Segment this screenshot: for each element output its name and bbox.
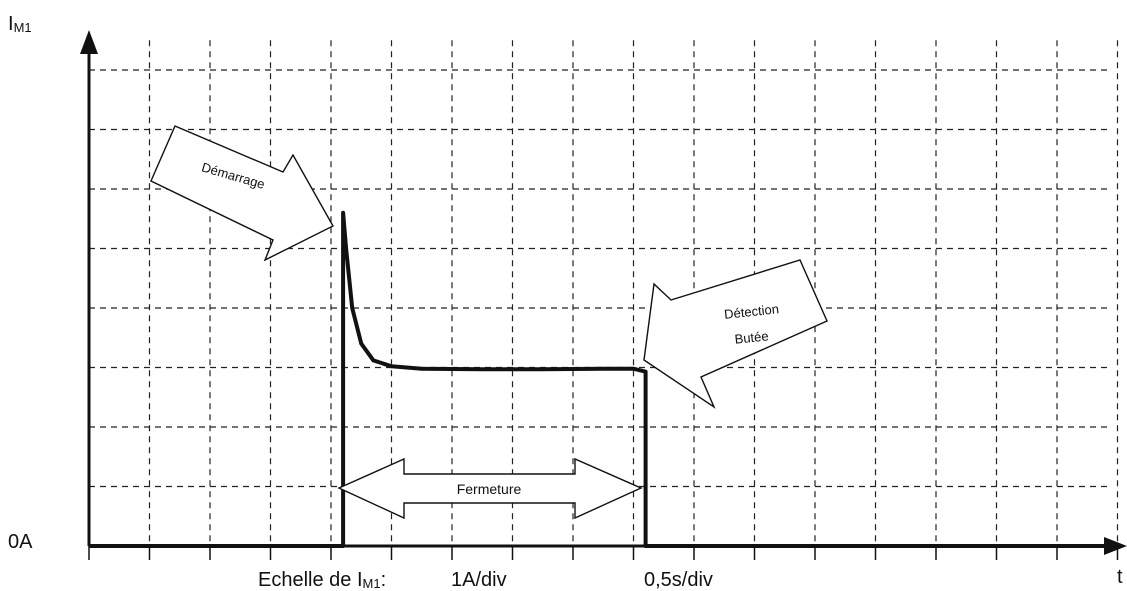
scale-time: 0,5s/div [644,569,713,591]
y-axis-arrowhead [80,30,98,54]
y-axis-label: IM1 [8,13,32,35]
y-axis-label-sub: M1 [14,20,32,35]
scale-text: Echelle de IM1: [258,569,386,591]
scale-prefix: Echelle de I [258,569,363,591]
scale-current: 1A/div [451,569,507,591]
scale-colon: : [381,569,387,591]
scale-sub: M1 [363,576,381,591]
start-callout-arrow [150,125,334,262]
span-double-arrow [337,457,643,520]
span-annotation: Fermeture [457,481,522,497]
end-annotation-line2: Butée [734,328,769,346]
current-trace [89,210,1118,548]
grid [89,40,1119,546]
x-axis-label: t [1117,566,1123,588]
end-callout-arrow [643,259,828,409]
y-axis-label-main: I [8,13,14,35]
end-annotation-line1: Détection [723,301,779,322]
x-axis-ticks [88,546,1119,560]
zero-label: 0A [8,531,33,553]
